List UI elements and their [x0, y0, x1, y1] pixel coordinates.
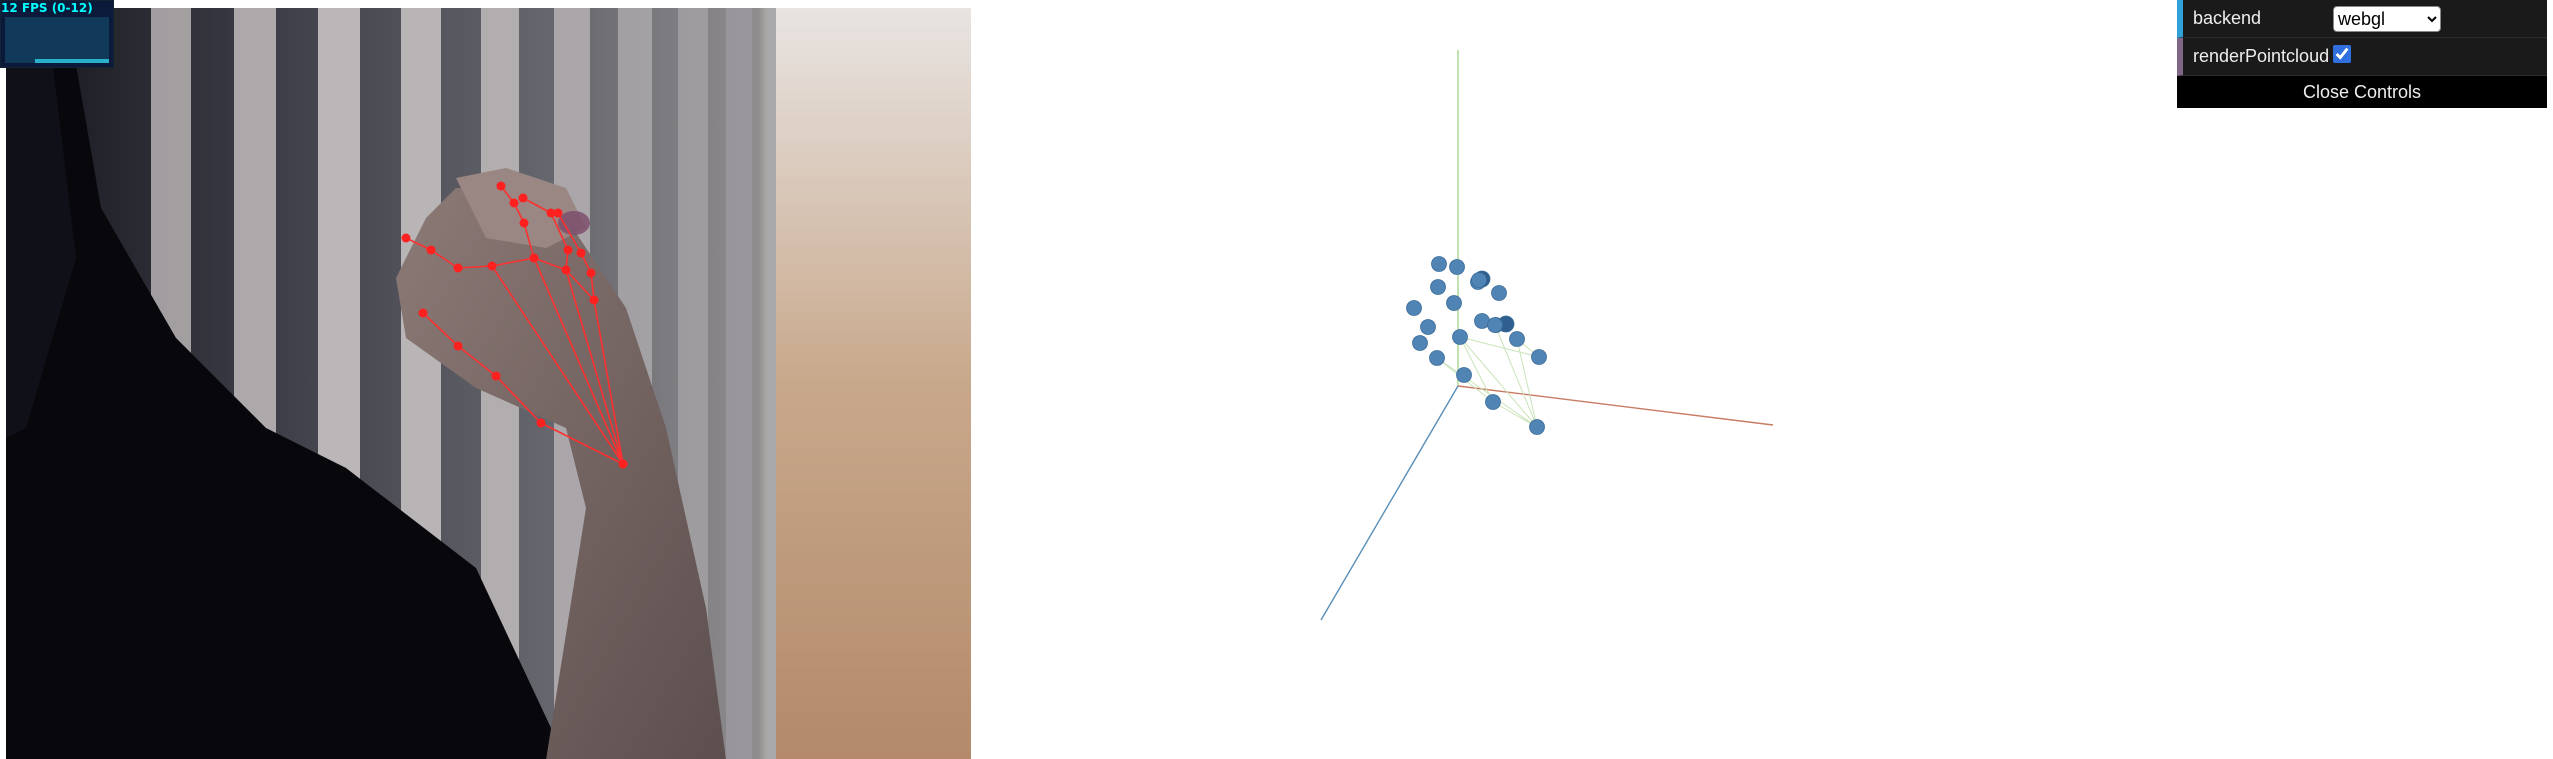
- hand-keypoint: [453, 341, 463, 351]
- hand-keypoint: [553, 208, 563, 218]
- hand-keypoint: [561, 265, 571, 275]
- hand-skeleton-line: [533, 257, 567, 271]
- hand-skeleton-line: [540, 422, 624, 465]
- backend-control-row: backend webgl: [2177, 0, 2547, 38]
- hand-keypoint: [589, 295, 599, 305]
- pointcloud-point: [1456, 367, 1472, 383]
- render-pointcloud-row: renderPointcloud: [2177, 38, 2547, 76]
- hand-keypoint: [496, 181, 506, 191]
- hand-skeleton-line: [422, 312, 459, 347]
- hand-skeleton-line: [565, 269, 595, 301]
- hand-keypoint: [418, 308, 428, 318]
- backend-select[interactable]: webgl: [2333, 5, 2441, 32]
- fps-graph-bar: [35, 59, 109, 63]
- hand-keypoint: [453, 263, 463, 273]
- pointcloud-3d-view[interactable]: [1250, 0, 1900, 759]
- hand-keypoint: [618, 459, 628, 469]
- pointcloud-link: [1436, 357, 1538, 428]
- hand-keypoint: [487, 261, 497, 271]
- pointcloud-link: [1516, 338, 1538, 428]
- hand-keypoint: [529, 253, 539, 263]
- hand-skeleton-line: [590, 272, 595, 301]
- pointcloud-point: [1529, 419, 1545, 435]
- close-controls-button[interactable]: Close Controls: [2177, 76, 2547, 108]
- hand-keypoint: [536, 418, 546, 428]
- render-pointcloud-label: renderPointcloud: [2193, 46, 2330, 66]
- hand-skeleton-line: [557, 212, 582, 254]
- pointcloud-point: [1429, 350, 1445, 366]
- pointcloud-point: [1487, 317, 1503, 333]
- hand-arm: [396, 188, 726, 759]
- pointcloud-point: [1485, 394, 1501, 410]
- pointcloud-link: [1459, 336, 1538, 428]
- pointcloud-point: [1491, 285, 1507, 301]
- pointcloud-point: [1471, 272, 1487, 288]
- pointcloud-point: [1452, 329, 1468, 345]
- pointcloud-link: [1494, 324, 1538, 428]
- hand-keypoint: [518, 193, 528, 203]
- hand-keypoint: [586, 268, 596, 278]
- hand-keypoint: [491, 371, 501, 381]
- hand-skeleton-line: [523, 222, 535, 259]
- video-frame: [6, 8, 971, 759]
- hand-skeleton-line: [405, 237, 432, 251]
- hand-skeleton-line: [457, 265, 493, 269]
- hand-skeleton-line: [533, 257, 624, 465]
- pointcloud-link: [1459, 336, 1494, 403]
- hand-keypoint: [509, 198, 519, 208]
- axis-z-line: [1320, 385, 1459, 621]
- person-silhouette: [6, 8, 566, 759]
- hand-keypoint: [563, 245, 573, 255]
- hand-keypoint: [576, 248, 586, 258]
- backend-label: backend: [2193, 8, 2262, 28]
- render-pointcloud-checkbox[interactable]: [2333, 45, 2351, 63]
- pointcloud-link: [1459, 336, 1540, 358]
- controls-panel: backend webgl renderPointcloud Close Con…: [2177, 0, 2547, 108]
- hand-skeleton-line: [457, 345, 497, 377]
- hand-keypoint: [401, 233, 411, 243]
- hand-keypoint: [546, 208, 556, 218]
- hand-skeleton-line: [495, 375, 542, 424]
- pointcloud-point: [1446, 295, 1462, 311]
- fps-stats-panel[interactable]: 12 FPS (0-12): [0, 0, 114, 68]
- hand-skeleton-line: [430, 249, 459, 269]
- pointcloud-canvas[interactable]: [1250, 0, 1900, 759]
- pointcloud-point: [1431, 256, 1447, 272]
- pointcloud-point: [1406, 300, 1422, 316]
- fps-readout: 12 FPS (0-12): [1, 1, 93, 15]
- hand-skeleton-line: [550, 212, 569, 251]
- axis-x-line: [1457, 385, 1774, 426]
- pointcloud-point: [1531, 349, 1547, 365]
- hand-keypoint: [519, 218, 529, 228]
- hand-keypoints-overlay: [401, 181, 628, 469]
- pointcloud-point: [1412, 335, 1428, 351]
- fps-graph: [5, 17, 109, 63]
- window-area: [774, 8, 971, 759]
- hand-skeleton-line: [565, 269, 624, 465]
- hand-skeleton-line: [593, 299, 624, 465]
- pointcloud-point: [1509, 331, 1525, 347]
- pointcloud-point: [1449, 259, 1465, 275]
- hand-skeleton-line: [491, 265, 624, 465]
- pointcloud-point: [1420, 319, 1436, 335]
- pointcloud-link: [1492, 401, 1538, 428]
- webcam-video: [6, 8, 971, 759]
- pointcloud-point: [1430, 279, 1446, 295]
- hand-keypoint: [426, 245, 436, 255]
- hand-skeleton-line: [491, 257, 535, 267]
- hand-skeleton-line: [522, 197, 552, 214]
